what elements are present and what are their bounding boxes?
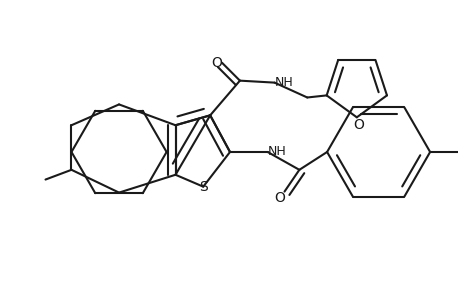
Text: O: O: [274, 190, 285, 205]
Text: S: S: [198, 180, 207, 194]
Text: NH: NH: [274, 76, 293, 89]
Text: O: O: [211, 56, 222, 70]
Text: O: O: [353, 118, 364, 132]
Text: NH: NH: [267, 146, 286, 158]
